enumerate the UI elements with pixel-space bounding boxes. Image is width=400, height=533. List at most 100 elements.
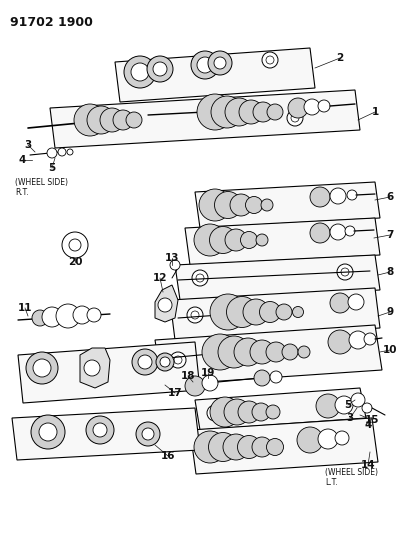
Polygon shape <box>195 182 380 228</box>
Circle shape <box>160 357 170 367</box>
Circle shape <box>170 352 186 368</box>
Circle shape <box>316 394 340 418</box>
Circle shape <box>330 293 350 313</box>
Circle shape <box>351 393 365 407</box>
Circle shape <box>225 229 247 251</box>
Circle shape <box>328 330 352 354</box>
Circle shape <box>337 264 353 280</box>
Circle shape <box>335 431 349 445</box>
Circle shape <box>214 57 226 69</box>
Text: 17: 17 <box>168 388 182 398</box>
Circle shape <box>297 427 323 453</box>
Circle shape <box>239 100 263 124</box>
Circle shape <box>214 191 242 219</box>
Circle shape <box>87 308 101 322</box>
Text: (WHEEL SIDE)
R.T.: (WHEEL SIDE) R.T. <box>15 178 68 197</box>
Circle shape <box>210 397 240 427</box>
Circle shape <box>170 260 180 270</box>
Circle shape <box>185 376 205 396</box>
Circle shape <box>347 190 357 200</box>
Circle shape <box>113 110 133 130</box>
Polygon shape <box>155 285 178 322</box>
Circle shape <box>276 304 292 320</box>
Circle shape <box>256 234 268 246</box>
Circle shape <box>330 224 346 240</box>
Text: 4: 4 <box>18 155 26 165</box>
Circle shape <box>364 333 376 345</box>
Circle shape <box>218 336 250 368</box>
Circle shape <box>86 416 114 444</box>
Circle shape <box>335 396 353 414</box>
Circle shape <box>136 422 160 446</box>
Circle shape <box>210 227 236 254</box>
Circle shape <box>187 307 203 323</box>
Circle shape <box>208 432 238 462</box>
Circle shape <box>100 108 124 132</box>
Text: (WHEEL SIDE)
L.T.: (WHEEL SIDE) L.T. <box>325 468 378 487</box>
Circle shape <box>234 338 262 366</box>
Circle shape <box>69 239 81 251</box>
Circle shape <box>253 102 273 122</box>
Circle shape <box>318 429 338 449</box>
Circle shape <box>260 302 280 322</box>
Circle shape <box>250 340 274 364</box>
Circle shape <box>158 298 172 312</box>
Circle shape <box>345 226 355 236</box>
Circle shape <box>131 63 149 81</box>
Circle shape <box>211 96 243 128</box>
Circle shape <box>341 268 349 276</box>
Polygon shape <box>175 255 380 300</box>
Polygon shape <box>50 90 360 148</box>
Circle shape <box>132 349 158 375</box>
Polygon shape <box>115 48 315 102</box>
Circle shape <box>67 149 73 155</box>
Text: 8: 8 <box>386 267 394 277</box>
Circle shape <box>156 353 174 371</box>
Circle shape <box>266 439 284 456</box>
Circle shape <box>73 306 91 324</box>
Circle shape <box>207 200 223 216</box>
Circle shape <box>207 405 223 421</box>
Circle shape <box>42 307 62 327</box>
Circle shape <box>362 403 372 413</box>
Circle shape <box>31 415 65 449</box>
Text: 9: 9 <box>386 307 394 317</box>
Polygon shape <box>195 388 366 430</box>
Circle shape <box>191 311 199 319</box>
Circle shape <box>310 187 330 207</box>
Circle shape <box>246 197 262 214</box>
Circle shape <box>240 231 258 248</box>
Circle shape <box>267 104 283 120</box>
Circle shape <box>84 360 100 376</box>
Text: 16: 16 <box>161 451 175 461</box>
Circle shape <box>126 112 142 128</box>
Circle shape <box>310 223 330 243</box>
Circle shape <box>348 294 364 310</box>
Circle shape <box>58 148 66 156</box>
Text: 3: 3 <box>346 413 354 423</box>
Text: 18: 18 <box>181 371 195 381</box>
Circle shape <box>194 224 226 256</box>
Circle shape <box>252 437 272 457</box>
Circle shape <box>138 355 152 369</box>
Text: 10: 10 <box>383 345 397 355</box>
Circle shape <box>292 306 304 318</box>
Text: 6: 6 <box>386 192 394 202</box>
Circle shape <box>210 294 246 330</box>
Circle shape <box>288 98 308 118</box>
Circle shape <box>243 299 269 325</box>
Text: 4: 4 <box>364 420 372 430</box>
Circle shape <box>201 239 209 247</box>
Polygon shape <box>18 342 200 403</box>
Text: 1: 1 <box>371 107 379 117</box>
Circle shape <box>26 352 58 384</box>
Circle shape <box>124 56 156 88</box>
Circle shape <box>291 114 299 122</box>
Polygon shape <box>12 408 200 460</box>
Circle shape <box>238 435 260 458</box>
Circle shape <box>47 148 57 158</box>
Circle shape <box>174 356 182 364</box>
Circle shape <box>197 235 213 251</box>
Circle shape <box>191 51 219 79</box>
Text: 19: 19 <box>201 368 215 378</box>
